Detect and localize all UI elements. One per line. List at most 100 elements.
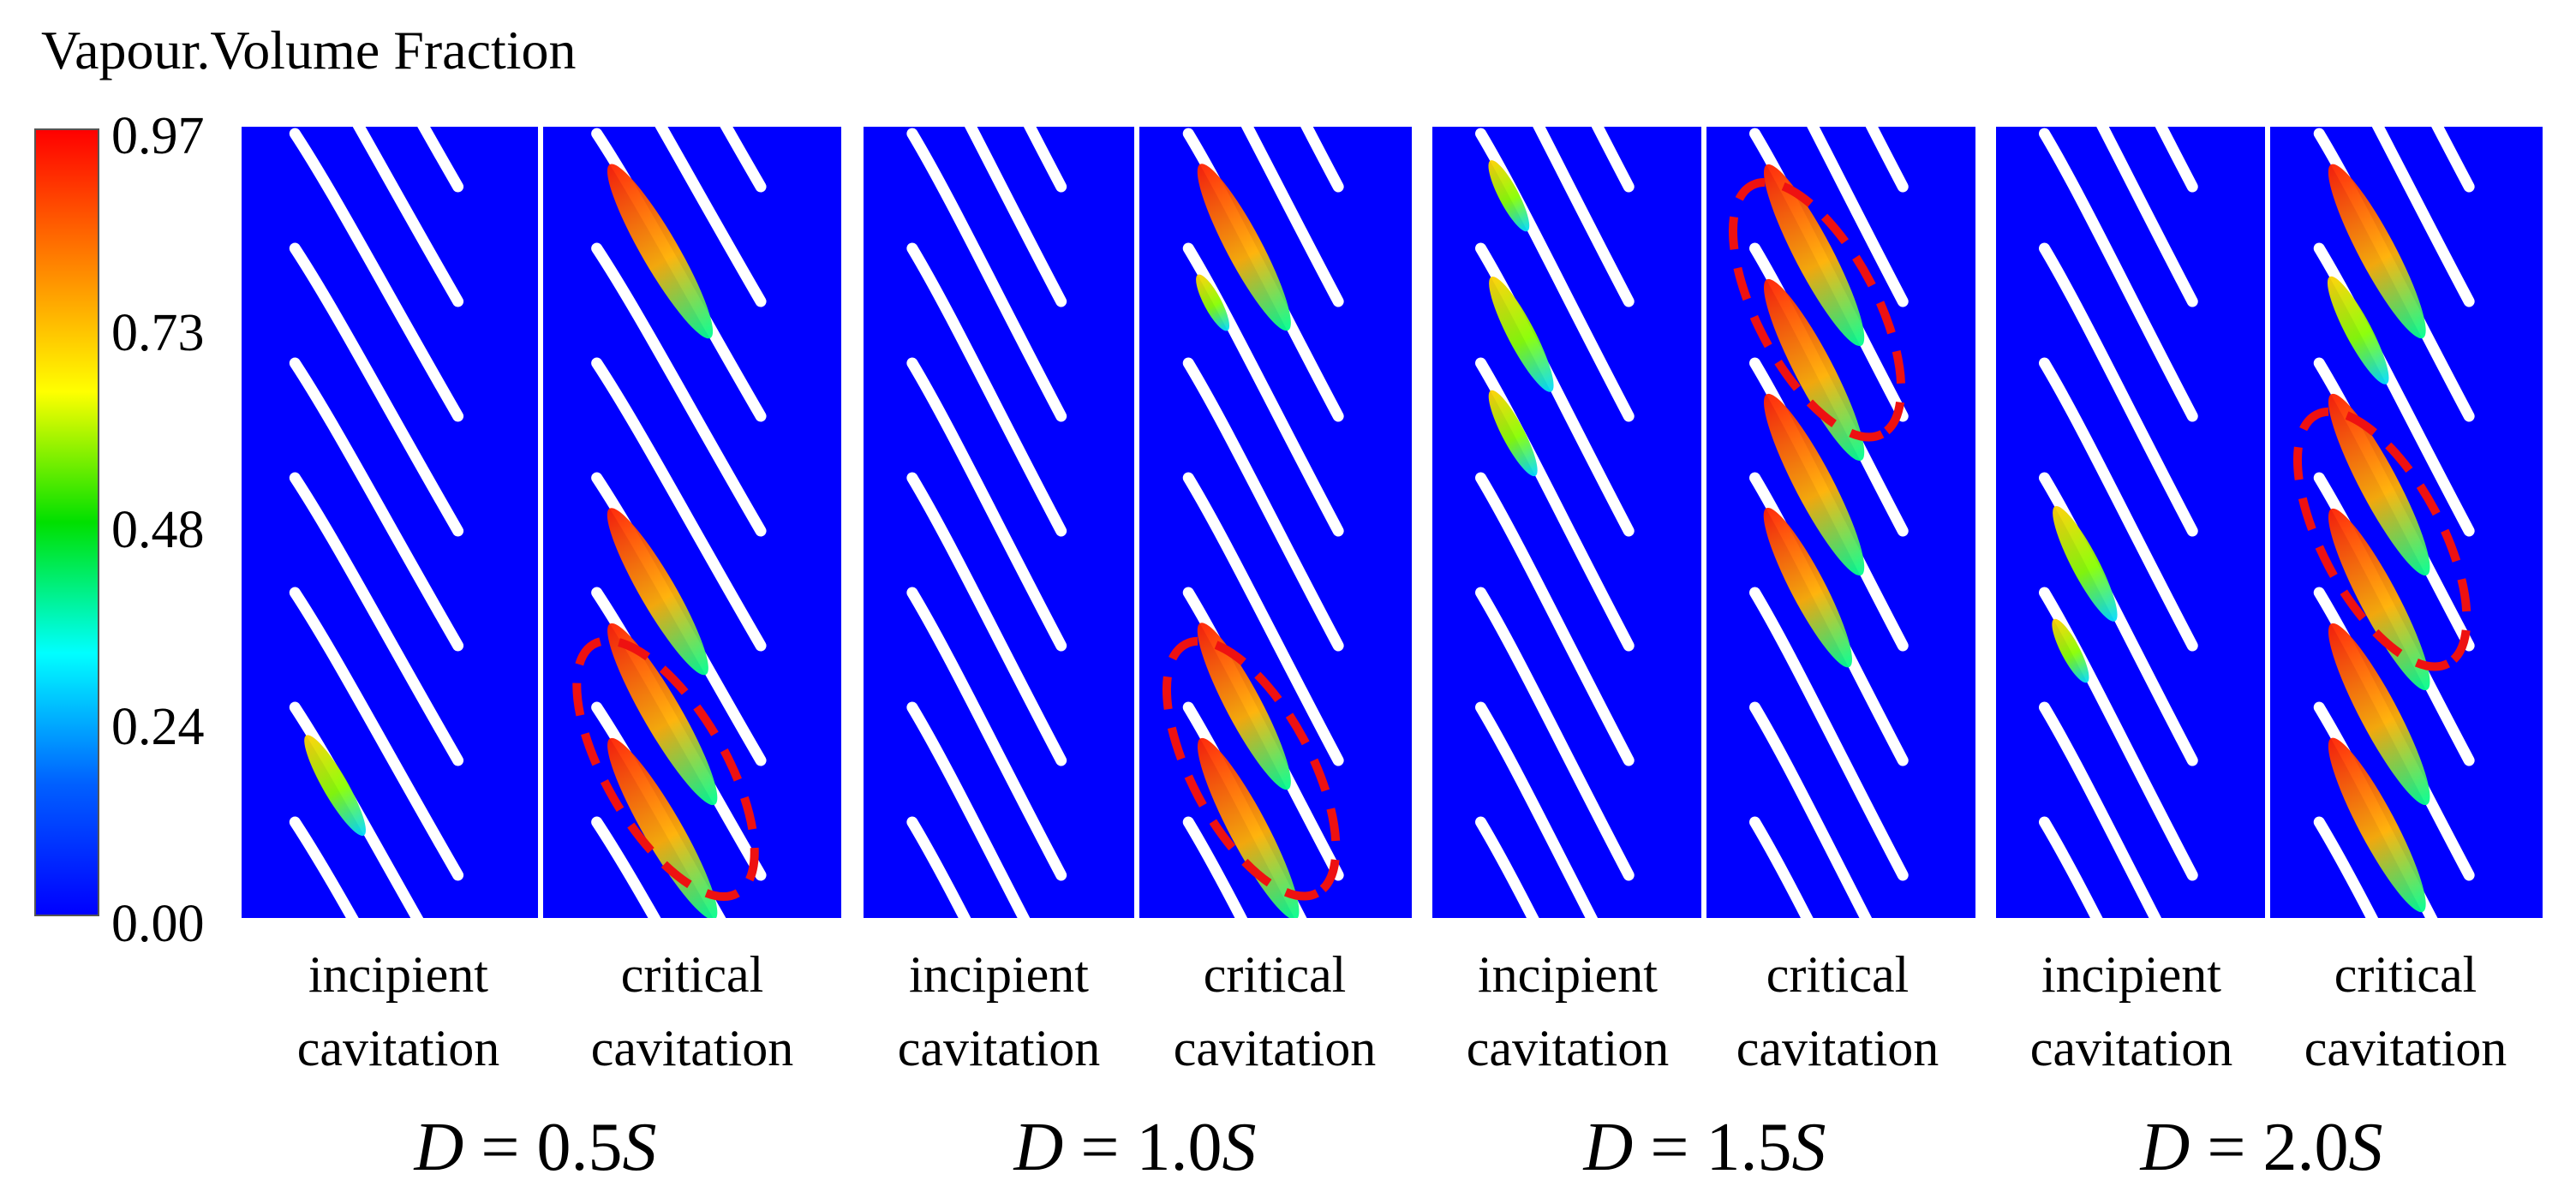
blade	[1475, 816, 1539, 918]
blade	[591, 357, 767, 652]
cavity	[1763, 164, 1865, 347]
cavity	[1763, 393, 1865, 576]
colorbar-tick: 0.48	[111, 501, 205, 559]
blade	[591, 816, 661, 918]
panel-label-incipient: incipient cavitation	[897, 946, 1101, 1076]
cavity	[1488, 390, 1538, 477]
blade	[906, 357, 1067, 652]
colorbar-tick-max: 0.97	[111, 107, 205, 165]
group-label-d20: D = 2.0S	[2140, 1110, 2383, 1185]
blade-cascade	[572, 127, 767, 918]
blade	[1591, 127, 1635, 193]
group-label-d05: D = 0.5S	[414, 1110, 657, 1185]
blade	[1240, 127, 1344, 307]
blade-cascade	[2039, 127, 2198, 918]
highlight-ellipse	[1728, 177, 1906, 442]
blade	[2039, 128, 2198, 422]
cavity	[1197, 737, 1300, 918]
blade	[2155, 127, 2198, 193]
blade	[1475, 128, 1635, 422]
blade-cascade	[1475, 127, 1635, 918]
cavity	[2328, 737, 2426, 913]
blade	[289, 472, 464, 766]
blade	[289, 357, 464, 652]
blade	[2371, 127, 2475, 307]
blade	[289, 242, 464, 537]
blade	[1749, 816, 1814, 918]
contour-panel-d05-incipient	[242, 127, 538, 918]
group-label-d10: D = 1.0S	[1013, 1110, 1257, 1185]
blade	[2096, 127, 2198, 307]
blade	[289, 816, 359, 918]
figure-title: Vapour.Volume Fraction	[41, 20, 577, 80]
cavity	[1489, 277, 1554, 392]
blade	[964, 127, 1067, 307]
blade	[1533, 127, 1635, 307]
cavity	[607, 164, 714, 339]
blade	[906, 128, 1067, 422]
contour-panel-d05-critical	[543, 127, 841, 918]
blade	[1807, 127, 1909, 307]
blade	[906, 816, 971, 918]
blade-cascade	[906, 127, 1067, 918]
panel-label-critical: critical cavitation	[1736, 946, 1939, 1076]
highlight-ellipse	[2292, 407, 2471, 671]
cavity	[2328, 508, 2430, 691]
blade	[2039, 357, 2198, 652]
blade	[352, 127, 464, 307]
blade	[1300, 127, 1344, 193]
blade	[289, 587, 464, 881]
cavity	[607, 737, 718, 918]
panel-label-critical: critical cavitation	[2304, 946, 2507, 1076]
blade	[2039, 701, 2162, 918]
blade-cascade	[1162, 127, 1344, 918]
blade	[1749, 587, 1909, 881]
blade-cascade	[1728, 127, 1909, 918]
cavity	[2328, 623, 2430, 806]
blade	[906, 472, 1067, 766]
group-label-d15: D = 1.5S	[1583, 1110, 1826, 1185]
blade	[289, 128, 464, 422]
blade	[2039, 242, 2198, 537]
blade	[1182, 357, 1344, 652]
cavity	[1763, 278, 1865, 462]
blade	[1749, 701, 1873, 918]
blade	[906, 587, 1067, 881]
cavity	[2052, 618, 2089, 683]
cavity	[1196, 274, 1230, 331]
contour-panel-d10-critical	[1139, 127, 1412, 918]
blade	[2039, 816, 2103, 918]
colorbar-tick: 0.24	[111, 698, 205, 756]
panel-label-incipient: incipient cavitation	[1466, 946, 1670, 1076]
blade	[1182, 816, 1248, 918]
blade	[2039, 587, 2198, 881]
blade	[1865, 127, 1909, 193]
colorbar	[34, 128, 99, 916]
blade-cascade	[289, 127, 464, 918]
blade	[1475, 587, 1635, 881]
cavity	[607, 508, 708, 676]
blade	[1475, 472, 1635, 766]
cavity	[2053, 506, 2118, 622]
blade-cascade	[2292, 127, 2475, 918]
cavity	[1763, 507, 1852, 668]
cavity	[1197, 164, 1291, 331]
panel-label-incipient: incipient cavitation	[296, 946, 500, 1076]
blade	[417, 127, 464, 193]
contour-panel-d20-incipient	[1996, 127, 2265, 918]
highlight-ellipse	[1162, 636, 1341, 901]
contour-panel-d10-incipient	[864, 127, 1134, 918]
blade	[654, 127, 767, 307]
panel-label-critical: critical cavitation	[590, 946, 794, 1076]
panel-label-incipient: incipient cavitation	[2029, 946, 2233, 1076]
blade	[1182, 242, 1344, 537]
highlight-ellipse	[572, 636, 759, 901]
blade	[906, 701, 1031, 918]
panel-label-critical: critical cavitation	[1173, 946, 1377, 1076]
cavity	[304, 735, 366, 837]
cavity	[2328, 393, 2430, 576]
blade	[1182, 472, 1344, 766]
blade	[1475, 357, 1635, 652]
blade	[1023, 127, 1067, 193]
